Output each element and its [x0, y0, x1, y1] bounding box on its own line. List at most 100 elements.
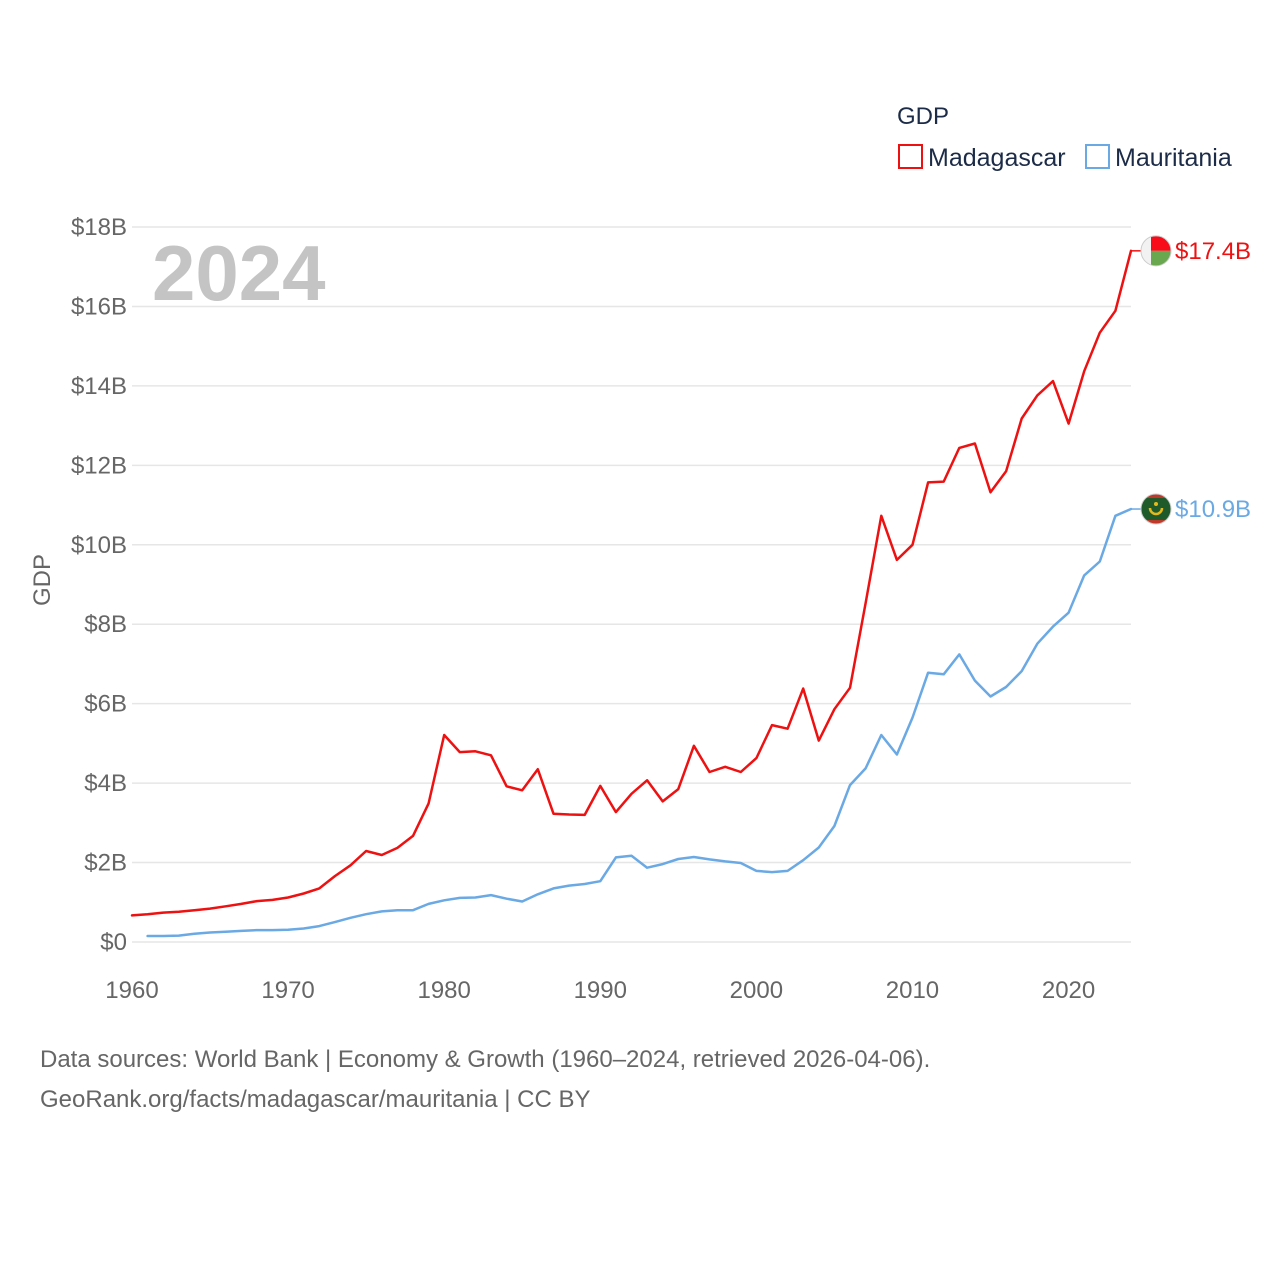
data-point-mauritania[interactable] — [1050, 624, 1056, 630]
footer-source-link[interactable]: GeoRank.org/facts/madagascar/mauritania … — [40, 1086, 591, 1113]
data-point-madagascar[interactable] — [722, 764, 728, 770]
data-point-madagascar[interactable] — [1081, 368, 1087, 374]
data-point-madagascar[interactable] — [613, 809, 619, 815]
data-point-madagascar[interactable] — [441, 732, 447, 738]
data-point-mauritania[interactable] — [1034, 641, 1040, 647]
data-point-madagascar[interactable] — [550, 811, 556, 817]
data-point-mauritania[interactable] — [722, 858, 728, 864]
data-point-mauritania[interactable] — [410, 907, 416, 913]
data-point-mauritania[interactable] — [925, 670, 931, 676]
data-point-mauritania[interactable] — [191, 931, 197, 937]
data-point-mauritania[interactable] — [519, 898, 525, 904]
data-point-madagascar[interactable] — [472, 748, 478, 754]
data-point-madagascar[interactable] — [363, 848, 369, 854]
data-point-madagascar[interactable] — [160, 910, 166, 916]
data-point-mauritania[interactable] — [566, 883, 572, 889]
data-point-madagascar[interactable] — [426, 800, 432, 806]
data-point-madagascar[interactable] — [847, 685, 853, 691]
data-point-mauritania[interactable] — [1112, 513, 1118, 519]
data-point-mauritania[interactable] — [582, 881, 588, 887]
data-point-mauritania[interactable] — [394, 907, 400, 913]
data-point-madagascar[interactable] — [332, 873, 338, 879]
data-point-madagascar[interactable] — [394, 845, 400, 851]
data-point-mauritania[interactable] — [363, 911, 369, 917]
data-point-madagascar[interactable] — [1003, 468, 1009, 474]
data-point-madagascar[interactable] — [956, 445, 962, 451]
data-point-mauritania[interactable] — [472, 895, 478, 901]
data-point-madagascar[interactable] — [1019, 415, 1025, 421]
data-point-mauritania[interactable] — [1081, 572, 1087, 578]
data-point-mauritania[interactable] — [457, 895, 463, 901]
data-point-madagascar[interactable] — [1066, 421, 1072, 427]
data-point-mauritania[interactable] — [831, 823, 837, 829]
data-point-madagascar[interactable] — [410, 833, 416, 839]
data-point-madagascar[interactable] — [972, 440, 978, 446]
data-point-madagascar[interactable] — [894, 557, 900, 563]
data-point-mauritania[interactable] — [160, 933, 166, 939]
data-point-madagascar[interactable] — [566, 811, 572, 817]
legend-item-madagascar[interactable]: Madagascar — [898, 144, 1066, 172]
data-point-madagascar[interactable] — [316, 885, 322, 891]
data-point-madagascar[interactable] — [207, 906, 213, 912]
data-point-madagascar[interactable] — [644, 777, 650, 783]
data-point-mauritania[interactable] — [707, 856, 713, 862]
data-point-mauritania[interactable] — [988, 694, 994, 700]
data-point-mauritania[interactable] — [301, 925, 307, 931]
data-point-mauritania[interactable] — [1019, 668, 1025, 674]
data-point-madagascar[interactable] — [504, 783, 510, 789]
data-point-madagascar[interactable] — [488, 752, 494, 758]
data-point-mauritania[interactable] — [332, 919, 338, 925]
data-point-madagascar[interactable] — [457, 749, 463, 755]
data-point-mauritania[interactable] — [613, 854, 619, 860]
data-point-mauritania[interactable] — [956, 651, 962, 657]
data-point-mauritania[interactable] — [894, 752, 900, 758]
data-point-madagascar[interactable] — [1034, 392, 1040, 398]
data-point-madagascar[interactable] — [379, 852, 385, 858]
data-point-mauritania[interactable] — [800, 857, 806, 863]
data-point-madagascar[interactable] — [629, 791, 635, 797]
data-point-mauritania[interactable] — [176, 933, 182, 939]
data-point-madagascar[interactable] — [660, 798, 666, 804]
data-point-mauritania[interactable] — [644, 865, 650, 871]
data-point-madagascar[interactable] — [1050, 378, 1056, 384]
data-point-mauritania[interactable] — [847, 782, 853, 788]
data-point-mauritania[interactable] — [769, 869, 775, 875]
data-point-mauritania[interactable] — [238, 928, 244, 934]
data-point-mauritania[interactable] — [1066, 610, 1072, 616]
data-point-madagascar[interactable] — [941, 479, 947, 485]
data-point-mauritania[interactable] — [426, 901, 432, 907]
data-point-mauritania[interactable] — [941, 671, 947, 677]
data-point-mauritania[interactable] — [254, 927, 260, 933]
data-point-madagascar[interactable] — [800, 686, 806, 692]
data-point-madagascar[interactable] — [238, 901, 244, 907]
data-point-mauritania[interactable] — [504, 896, 510, 902]
data-point-madagascar[interactable] — [1112, 308, 1118, 314]
data-point-madagascar[interactable] — [348, 862, 354, 868]
data-point-madagascar[interactable] — [301, 891, 307, 897]
data-point-madagascar[interactable] — [753, 755, 759, 761]
data-point-madagascar[interactable] — [863, 600, 869, 606]
data-point-madagascar[interactable] — [769, 722, 775, 728]
data-point-madagascar[interactable] — [878, 513, 884, 519]
data-point-mauritania[interactable] — [348, 915, 354, 921]
data-point-mauritania[interactable] — [660, 861, 666, 867]
data-point-madagascar[interactable] — [285, 895, 291, 901]
data-point-madagascar[interactable] — [925, 479, 931, 485]
data-point-madagascar[interactable] — [816, 738, 822, 744]
data-point-madagascar[interactable] — [988, 489, 994, 495]
data-point-mauritania[interactable] — [285, 927, 291, 933]
data-point-mauritania[interactable] — [550, 885, 556, 891]
series-line-madagascar[interactable] — [130, 249, 1133, 917]
data-point-mauritania[interactable] — [738, 860, 744, 866]
data-point-mauritania[interactable] — [269, 927, 275, 933]
data-point-mauritania[interactable] — [145, 933, 151, 939]
data-point-madagascar[interactable] — [145, 911, 151, 917]
series-line-mauritania[interactable] — [146, 507, 1133, 938]
data-point-mauritania[interactable] — [379, 908, 385, 914]
data-point-mauritania[interactable] — [675, 856, 681, 862]
data-point-madagascar[interactable] — [738, 769, 744, 775]
data-point-mauritania[interactable] — [972, 678, 978, 684]
data-point-madagascar[interactable] — [191, 907, 197, 913]
data-point-madagascar[interactable] — [675, 786, 681, 792]
legend-item-mauritania[interactable]: Mauritania — [1085, 144, 1232, 172]
